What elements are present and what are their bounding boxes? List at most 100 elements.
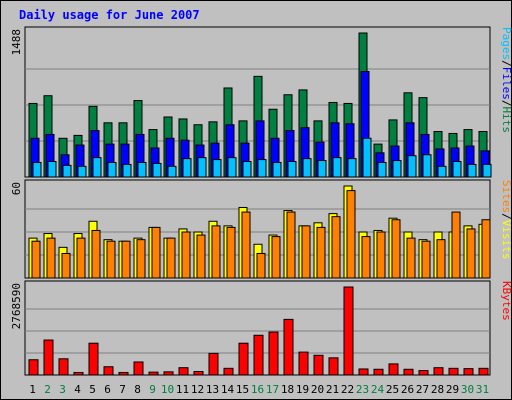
day-label-29: 29 (446, 383, 459, 396)
bar-pages-day-14 (227, 157, 237, 178)
bar-sites-day-31 (481, 219, 491, 279)
day-label-8: 8 (134, 383, 141, 396)
bar-sites-day-21 (331, 216, 341, 279)
bar-kbytes-day-7 (118, 371, 129, 376)
day-label-18: 18 (281, 383, 294, 396)
day-label-11: 11 (176, 383, 189, 396)
bar-sites-day-28 (436, 239, 446, 279)
day-label-15: 15 (236, 383, 249, 396)
bar-sites-day-23 (361, 236, 371, 279)
bar-sites-day-20 (316, 226, 326, 279)
bar-pages-day-13 (212, 159, 222, 178)
bar-kbytes-day-18 (283, 318, 294, 376)
day-label-22: 22 (341, 383, 354, 396)
bar-kbytes-day-26 (403, 368, 414, 376)
bar-kbytes-day-1 (28, 359, 39, 376)
day-label-2: 2 (44, 383, 51, 396)
bar-sites-day-3 (61, 252, 71, 279)
bar-sites-day-7 (121, 240, 131, 279)
bar-sites-day-22 (346, 190, 356, 279)
day-label-27: 27 (416, 383, 429, 396)
bar-kbytes-day-21 (328, 357, 339, 376)
bar-kbytes-day-20 (313, 354, 324, 376)
legend-item: / (500, 60, 512, 67)
bar-kbytes-day-15 (238, 342, 249, 376)
bar-pages-day-19 (302, 158, 312, 178)
bar-pages-day-2 (47, 161, 57, 178)
legend-item: Sites (500, 180, 512, 213)
bar-pages-day-3 (62, 164, 72, 178)
bar-pages-day-17 (272, 161, 282, 178)
bar-kbytes-day-19 (298, 351, 309, 376)
bar-pages-day-10 (167, 165, 177, 178)
day-label-21: 21 (326, 383, 339, 396)
bar-pages-day-28 (437, 165, 447, 178)
legend-item: Hits (500, 107, 512, 134)
bar-pages-day-24 (377, 161, 387, 178)
legend-item: Files (500, 67, 512, 100)
bar-sites-day-8 (136, 239, 146, 279)
bar-pages-day-31 (482, 163, 492, 178)
bar-sites-day-4 (76, 237, 86, 279)
bar-kbytes-day-27 (418, 370, 429, 376)
bar-pages-day-21 (332, 157, 342, 178)
bar-sites-day-11 (181, 231, 191, 279)
day-label-6: 6 (104, 383, 111, 396)
bar-kbytes-day-13 (208, 352, 219, 376)
bar-sites-day-2 (46, 237, 56, 279)
bar-sites-day-16 (256, 252, 266, 279)
bar-pages-day-23 (362, 137, 372, 178)
day-label-16: 16 (251, 383, 264, 396)
day-label-13: 13 (206, 383, 219, 396)
bar-kbytes-day-6 (103, 366, 114, 376)
bar-sites-day-10 (166, 237, 176, 279)
bar-pages-day-30 (467, 163, 477, 178)
bar-sites-day-29 (451, 211, 461, 279)
day-label-1: 1 (29, 383, 36, 396)
bar-pages-day-25 (392, 160, 402, 178)
bar-pages-day-26 (407, 155, 417, 178)
bar-sites-day-30 (466, 228, 476, 279)
bar-sites-day-19 (301, 225, 311, 279)
legend-item: Visits (500, 220, 512, 260)
day-label-7: 7 (119, 383, 126, 396)
day-label-17: 17 (266, 383, 279, 396)
day-label-4: 4 (74, 383, 81, 396)
day-label-20: 20 (311, 383, 324, 396)
bar-kbytes-day-24 (373, 368, 384, 376)
bar-kbytes-day-22 (343, 286, 354, 376)
bar-pages-day-11 (182, 158, 192, 178)
bar-pages-day-1 (32, 161, 42, 178)
max-value-label: 60 (10, 182, 23, 195)
legend-item: / (500, 100, 512, 107)
bar-pages-day-29 (452, 161, 462, 178)
chart-title: Daily usage for June 2007 (19, 8, 200, 22)
max-value-label: 1488 (10, 29, 23, 56)
bar-sites-day-9 (151, 226, 161, 279)
day-label-5: 5 (89, 383, 96, 396)
day-label-3: 3 (59, 383, 66, 396)
max-value-label: 2768590 (10, 283, 23, 329)
legend-item: Pages (500, 27, 512, 60)
bar-kbytes-day-23 (358, 368, 369, 376)
bar-kbytes-day-16 (253, 334, 264, 376)
bar-kbytes-day-12 (193, 371, 204, 376)
bar-sites-day-14 (226, 226, 236, 279)
day-label-25: 25 (386, 383, 399, 396)
bar-pages-day-5 (92, 157, 102, 178)
day-label-24: 24 (371, 383, 385, 396)
legend-visits-sites: Sites/Visits (500, 180, 512, 260)
legend-kbytes: KBytes (500, 281, 512, 321)
bar-pages-day-27 (422, 154, 432, 178)
legend-item: KBytes (500, 281, 512, 321)
bar-sites-day-12 (196, 234, 206, 279)
bar-kbytes-day-3 (58, 358, 69, 376)
day-label-14: 14 (221, 383, 235, 396)
bar-pages-day-9 (152, 162, 162, 178)
bar-kbytes-day-31 (478, 367, 489, 376)
bar-sites-day-1 (31, 240, 41, 279)
panel-kbytes: 2768590 KBytes (10, 280, 512, 376)
day-label-10: 10 (161, 383, 174, 396)
bar-pages-day-15 (242, 161, 252, 178)
day-label-12: 12 (191, 383, 204, 396)
